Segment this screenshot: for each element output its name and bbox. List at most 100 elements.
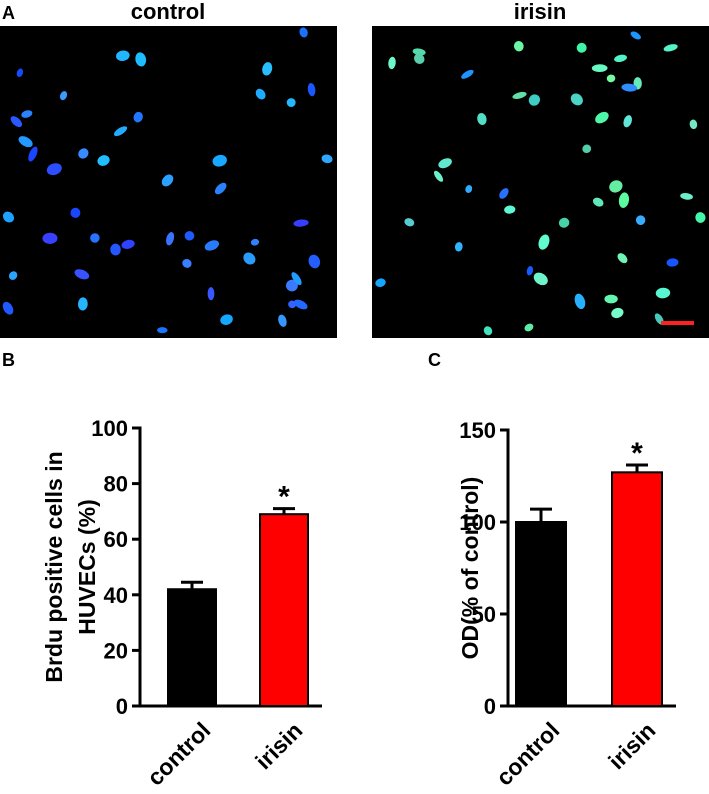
- cell: [293, 219, 309, 227]
- cell: [604, 294, 618, 304]
- cell: [307, 82, 316, 97]
- cell: [121, 239, 135, 249]
- cell: [18, 136, 33, 148]
- cell: [512, 91, 527, 99]
- image-title: control: [131, 0, 206, 24]
- cell: [288, 300, 297, 309]
- x-tick-label: control: [142, 717, 216, 791]
- bar: [259, 513, 309, 707]
- y-tick-label: 50: [472, 602, 496, 627]
- cell: [110, 243, 121, 256]
- cell: [404, 218, 415, 227]
- cell: [182, 258, 192, 268]
- y-tick-label: 40: [104, 583, 128, 608]
- cell: [582, 144, 592, 154]
- cell: [513, 40, 524, 52]
- cell: [623, 115, 632, 128]
- cell: [576, 42, 587, 53]
- y-tick-label: 150: [459, 418, 496, 443]
- cell: [166, 232, 175, 246]
- cell: [21, 110, 33, 118]
- panel-label: B: [2, 350, 15, 370]
- cell: [214, 182, 227, 195]
- significance: *: [278, 481, 290, 514]
- cell: [617, 253, 628, 264]
- cell: [46, 163, 62, 176]
- cell: [621, 83, 638, 92]
- cell: [207, 287, 215, 301]
- y-tick-label: 100: [91, 416, 128, 441]
- cell: [10, 116, 23, 128]
- image-title: irisin: [514, 0, 567, 24]
- cell: [591, 64, 608, 73]
- cell: [574, 293, 586, 310]
- y-tick-label: 100: [459, 510, 496, 535]
- cell: [161, 174, 174, 187]
- cell: [97, 155, 110, 166]
- y-tick-label: 60: [104, 527, 128, 552]
- cell: [504, 205, 516, 214]
- cell: [375, 278, 386, 288]
- cell: [538, 234, 550, 250]
- cell: [680, 192, 693, 200]
- y-tick-label: 0: [484, 694, 496, 719]
- panel-label: A: [2, 3, 15, 23]
- cell: [655, 287, 671, 299]
- cell: [212, 154, 227, 167]
- cell: [204, 240, 220, 251]
- cell: [77, 297, 88, 311]
- cell: [635, 215, 646, 225]
- cell: [526, 266, 534, 276]
- cell: [618, 192, 630, 208]
- cell: [614, 54, 627, 63]
- cell: [255, 88, 266, 100]
- cell: [291, 272, 302, 286]
- cell: [609, 180, 623, 193]
- cell: [184, 231, 195, 241]
- cell: [74, 269, 90, 280]
- cell: [321, 154, 333, 164]
- cell: [8, 271, 18, 280]
- cell: [388, 56, 396, 70]
- cell: [558, 217, 570, 228]
- cell: [42, 232, 58, 244]
- cell: [454, 242, 463, 252]
- scale-bar: [661, 321, 694, 325]
- y-tick-label: 20: [104, 638, 128, 663]
- cell: [278, 314, 287, 327]
- cell: [595, 111, 609, 124]
- cell: [438, 158, 452, 169]
- cell: [286, 98, 296, 108]
- cell: [250, 238, 260, 246]
- x-tick-label: irisin: [250, 717, 307, 774]
- bar: [167, 588, 217, 707]
- cell: [461, 69, 474, 79]
- y-axis-label: OD(% of control): [457, 477, 483, 660]
- cell: [135, 52, 147, 67]
- x-tick-label: irisin: [603, 717, 660, 774]
- cell: [220, 314, 233, 325]
- cell: [113, 126, 128, 137]
- cell: [528, 94, 541, 106]
- significance: *: [631, 437, 643, 470]
- bar: [611, 471, 663, 707]
- cell: [2, 301, 14, 315]
- cell: [78, 148, 89, 159]
- bar: [515, 521, 567, 707]
- cell: [412, 48, 426, 56]
- cell: [433, 170, 444, 182]
- cell: [133, 111, 143, 123]
- y-axis-label: Brdu positive cells in: [41, 451, 67, 682]
- cell: [2, 211, 15, 223]
- cell: [606, 74, 616, 83]
- cell: [570, 93, 583, 106]
- cell: [59, 91, 68, 101]
- cell: [477, 113, 487, 125]
- cell: [689, 119, 698, 130]
- cell: [524, 323, 534, 332]
- cell: [592, 197, 604, 207]
- cell: [695, 212, 706, 223]
- micrograph: [372, 26, 709, 338]
- cell: [465, 185, 473, 193]
